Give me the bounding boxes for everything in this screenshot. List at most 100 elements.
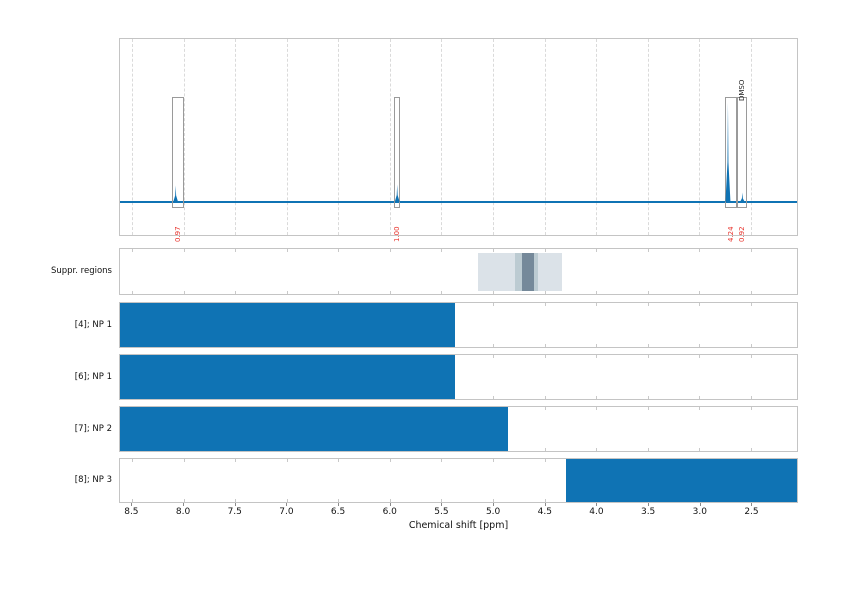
- gridline: [441, 39, 443, 235]
- axis-tick: [648, 503, 650, 506]
- spectrum-baseline: [120, 201, 797, 204]
- gridline: [286, 39, 288, 235]
- tick-notch: [647, 407, 649, 410]
- tick-notch: [493, 499, 495, 502]
- tick-notch: [544, 459, 546, 462]
- coverage-bar: [120, 407, 509, 451]
- tick-notch: [132, 459, 134, 462]
- coverage-bar-panel-8-np3: [119, 458, 798, 503]
- gridline: [544, 39, 546, 235]
- tick-notch: [699, 407, 701, 410]
- tick-notch: [699, 249, 701, 252]
- tick-notch: [647, 396, 649, 399]
- tick-notch: [389, 459, 391, 462]
- tick-notch: [544, 344, 546, 347]
- tick-notch: [750, 249, 752, 252]
- coverage-bar-panel-6-np1: [119, 354, 798, 400]
- tick-notch: [235, 291, 237, 294]
- tick-notch: [183, 499, 185, 502]
- spectrum-peak: [739, 192, 745, 203]
- coverage-bar-panel-4-np1: [119, 302, 798, 348]
- axis-tick-label: 3.0: [692, 507, 707, 517]
- tick-notch: [493, 344, 495, 347]
- axis-tick: [338, 503, 340, 506]
- tick-notch: [750, 355, 752, 358]
- tick-notch: [699, 344, 701, 347]
- tick-notch: [647, 303, 649, 306]
- tick-notch: [389, 499, 391, 502]
- gridline: [235, 39, 237, 235]
- axis-tick-label: 4.5: [537, 507, 552, 517]
- tick-notch: [132, 499, 134, 502]
- tick-notch: [596, 448, 598, 451]
- tick-notch: [338, 459, 340, 462]
- tick-notch: [338, 499, 340, 502]
- axis-tick-label: 6.0: [382, 507, 397, 517]
- tick-notch: [596, 355, 598, 358]
- axis-tick: [751, 503, 753, 506]
- tick-notch: [389, 291, 391, 294]
- tick-notch: [493, 303, 495, 306]
- tick-notch: [338, 291, 340, 294]
- row-label-7-np2: [7]; NP 2: [74, 424, 112, 434]
- tick-notch: [132, 291, 134, 294]
- axis-tick-label: 7.0: [279, 507, 294, 517]
- tick-notch: [544, 499, 546, 502]
- tick-notch: [235, 249, 237, 252]
- coverage-bar: [566, 459, 797, 502]
- axis-tick: [389, 503, 391, 506]
- gridline: [699, 39, 701, 235]
- integral-box: [737, 96, 747, 208]
- tick-notch: [544, 396, 546, 399]
- tick-notch: [596, 249, 598, 252]
- axis-tick-label: 5.5: [434, 507, 449, 517]
- axis-tick-label: 2.5: [744, 507, 759, 517]
- tick-notch: [286, 291, 288, 294]
- axis-tick: [131, 503, 133, 506]
- coverage-bar-panel-7-np2: [119, 406, 798, 452]
- gridline: [647, 39, 649, 235]
- axis-tick: [441, 503, 443, 506]
- axis-tick-label: 6.5: [330, 507, 346, 517]
- gridline: [389, 39, 391, 235]
- axis-tick-label: 3.5: [640, 507, 656, 517]
- spectrum-peak: [173, 185, 179, 203]
- tick-notch: [441, 291, 443, 294]
- axis-tick-label: 7.5: [227, 507, 242, 517]
- gridline: [338, 39, 340, 235]
- tick-notch: [647, 355, 649, 358]
- gridline: [596, 39, 598, 235]
- axis-tick-label: 8.0: [175, 507, 191, 517]
- tick-notch: [544, 291, 546, 294]
- tick-notch: [750, 303, 752, 306]
- axis-tick: [234, 503, 236, 506]
- tick-notch: [596, 396, 598, 399]
- suppressed-region: [521, 252, 535, 291]
- tick-notch: [132, 249, 134, 252]
- tick-notch: [596, 303, 598, 306]
- tick-notch: [493, 291, 495, 294]
- tick-notch: [699, 303, 701, 306]
- dmso-annotation: DMSO: [738, 80, 759, 111]
- integral-value-text: 1.00: [393, 226, 402, 242]
- axis-tick: [544, 503, 546, 506]
- axis-tick-label: 5.0: [485, 507, 501, 517]
- integral-value-text: 0.92: [737, 226, 746, 242]
- x-axis-title: Chemical shift [ppm]: [408, 520, 509, 531]
- tick-notch: [441, 459, 443, 462]
- tick-notch: [544, 249, 546, 252]
- tick-notch: [544, 303, 546, 306]
- tick-notch: [699, 448, 701, 451]
- tick-notch: [750, 291, 752, 294]
- tick-notch: [544, 407, 546, 410]
- tick-notch: [596, 291, 598, 294]
- gridline: [132, 39, 134, 235]
- tick-notch: [493, 249, 495, 252]
- axis-tick: [596, 503, 598, 506]
- tick-notch: [647, 291, 649, 294]
- tick-notch: [699, 291, 701, 294]
- integral-box: [724, 96, 738, 208]
- integral-box: [171, 96, 184, 208]
- axis-tick: [286, 503, 288, 506]
